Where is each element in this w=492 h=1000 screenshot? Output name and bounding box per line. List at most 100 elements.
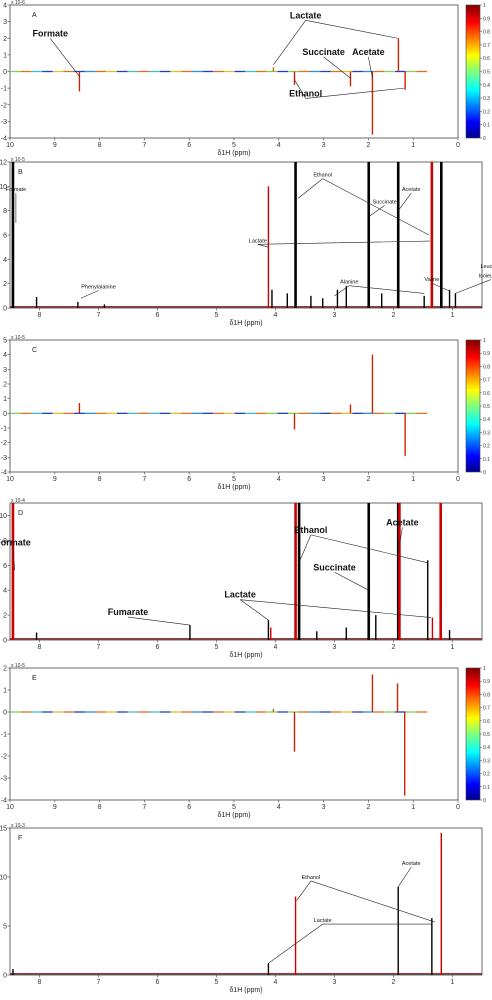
y-tick-label: 0 bbox=[3, 411, 7, 418]
colorbar-tick-label: 0.4 bbox=[483, 745, 490, 751]
y-tick-label: 10 bbox=[0, 184, 7, 191]
x-tick-label: 9 bbox=[53, 142, 57, 149]
y-tick-label: 5 bbox=[3, 338, 7, 345]
annotation-arrow bbox=[323, 56, 351, 79]
peak-annotation-label: Formate bbox=[33, 29, 69, 39]
x-tick-label: 8 bbox=[38, 312, 42, 319]
y-tick-label: -2 bbox=[1, 102, 7, 109]
x-tick-label: 7 bbox=[142, 476, 146, 483]
x-tick-label: 6 bbox=[187, 476, 191, 483]
colorbar-tick-label: 0.3 bbox=[483, 758, 490, 764]
y-tick-label: 15 bbox=[0, 826, 7, 833]
x-tick-label: 0 bbox=[456, 142, 460, 149]
colorbar-tick-label: 0 bbox=[483, 470, 486, 476]
x-tick-label: 10 bbox=[6, 804, 14, 811]
x-tick-label: 3 bbox=[333, 979, 337, 986]
annotation-arrow bbox=[80, 290, 99, 299]
colorbar-tick-label: 0.5 bbox=[483, 70, 490, 76]
x-tick-label: 7 bbox=[97, 312, 101, 319]
y-tick-label: 4 bbox=[3, 588, 7, 595]
x-tick-label: 7 bbox=[97, 644, 101, 651]
x-axis-label: δ1H (ppm) bbox=[217, 150, 250, 157]
colorbar-tick-label: 0.3 bbox=[483, 96, 490, 102]
peak-annotation-label: Formate bbox=[6, 187, 26, 193]
x-tick-label: 2 bbox=[392, 979, 396, 986]
colorbar-tick-label: 0.3 bbox=[483, 430, 490, 436]
annotation-arrow bbox=[334, 571, 369, 591]
plot-frame bbox=[9, 827, 483, 976]
annotation-arrow bbox=[305, 20, 398, 39]
panel-letter: E bbox=[32, 675, 37, 682]
annotation-arrow bbox=[127, 616, 190, 626]
y-tick-label: 0 bbox=[3, 306, 7, 313]
y-tick-label: -3 bbox=[1, 776, 7, 783]
plot-frame bbox=[9, 502, 483, 641]
x-tick-label: 3 bbox=[322, 476, 326, 483]
y-tick-label: 1 bbox=[3, 396, 7, 403]
annotation-arrow bbox=[368, 205, 385, 217]
y-tick-label: 3 bbox=[3, 367, 7, 374]
x-tick-label: 2 bbox=[366, 142, 370, 149]
x-tick-label: 10 bbox=[6, 476, 14, 483]
y-tick-label: -3 bbox=[1, 455, 7, 462]
annotation-arrow bbox=[310, 534, 428, 564]
x-tick-label: 2 bbox=[366, 476, 370, 483]
x-tick-label: 5 bbox=[215, 312, 219, 319]
annotation-arrow bbox=[239, 599, 269, 621]
y-tick-label: -4 bbox=[1, 136, 7, 143]
annotation-arrow bbox=[294, 79, 306, 99]
panel-letter: D bbox=[18, 510, 23, 517]
x-tick-label: 1 bbox=[411, 142, 415, 149]
colorbar-tick-label: 0.5 bbox=[483, 404, 490, 410]
y-tick-label: -2 bbox=[1, 754, 7, 761]
peak-annotation-label: Acetate bbox=[402, 187, 421, 193]
annotation-arrow bbox=[296, 880, 312, 901]
y-tick-label: -4 bbox=[1, 798, 7, 805]
peak-annotation-label: Alanine bbox=[340, 280, 358, 286]
peak-annotation-label: Succinate bbox=[313, 562, 356, 572]
x-tick-label: 0 bbox=[456, 804, 460, 811]
annotation-arrow bbox=[397, 527, 403, 553]
colorbar-tick-label: 0 bbox=[483, 798, 486, 804]
x-tick-label: 6 bbox=[187, 142, 191, 149]
peak-annotation-label: Acetate bbox=[386, 517, 419, 527]
x-tick-label: 4 bbox=[274, 312, 278, 319]
x-tick-label: 7 bbox=[142, 804, 146, 811]
peak-annotation-label: Lactate bbox=[249, 238, 267, 244]
colorbar-tick-label: 0.1 bbox=[483, 457, 490, 463]
x-tick-label: 1 bbox=[451, 979, 455, 986]
x-tick-label: 2 bbox=[392, 644, 396, 651]
y-tick-label: 2 bbox=[3, 281, 7, 288]
y-tick-label: 6 bbox=[3, 563, 7, 570]
colorbar-tick-label: 0.1 bbox=[483, 123, 490, 129]
plot-frame bbox=[9, 339, 459, 473]
peak-annotation-label: Leucine/ bbox=[480, 264, 492, 270]
annotation-arrow bbox=[310, 880, 435, 923]
peak-annotation-label: Succinate bbox=[373, 199, 397, 205]
peak-annotation-label: Lactate bbox=[224, 590, 256, 600]
y-tick-label: 5 bbox=[3, 924, 7, 931]
y-exponent: x 10-5 bbox=[11, 663, 25, 669]
colorbar-tick-label: 0.2 bbox=[483, 109, 490, 115]
x-tick-label: 9 bbox=[53, 476, 57, 483]
peak-annotation-label: Ethanol bbox=[289, 88, 322, 98]
colorbar-tick-label: 0.7 bbox=[483, 43, 490, 49]
peak-annotation-label: Ethanol bbox=[313, 173, 332, 179]
y-tick-label: 12 bbox=[0, 160, 7, 167]
y-tick-label: 10 bbox=[0, 875, 7, 882]
y-tick-label: -2 bbox=[1, 440, 7, 447]
annotation-arrow bbox=[305, 87, 405, 99]
annotation-arrow bbox=[297, 534, 312, 566]
panel-letter: F bbox=[18, 835, 22, 842]
colorbar-tick-label: 0.4 bbox=[483, 417, 490, 423]
colorbar-tick-label: 0.4 bbox=[483, 83, 490, 89]
annotation-arrow bbox=[257, 240, 431, 245]
peak-annotation-label: Isoleucine bbox=[478, 274, 492, 280]
x-tick-label: 3 bbox=[333, 644, 337, 651]
